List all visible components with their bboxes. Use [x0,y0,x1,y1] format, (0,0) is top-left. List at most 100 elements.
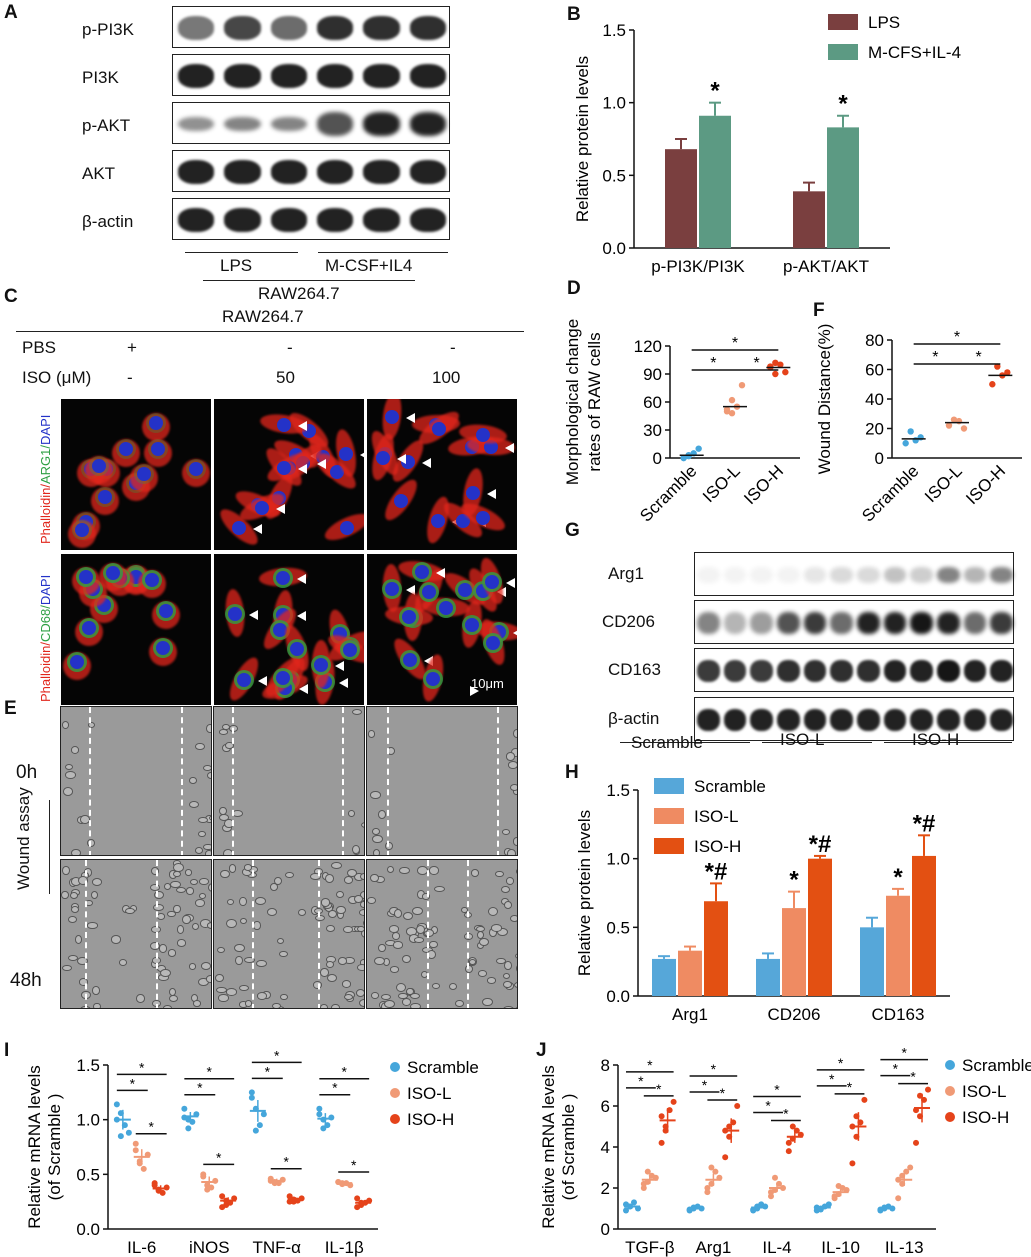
cell-blob [74,935,83,945]
cell-blob [153,903,164,911]
x-tick-label: ISO-L [699,461,744,506]
data-point [907,1164,914,1171]
cell-blob [280,993,289,1001]
arrowhead-marker [334,661,344,672]
data-point [252,1127,259,1134]
bar [886,895,910,996]
cell-blob [487,906,498,916]
cell-blob [507,849,516,855]
blot-band [224,116,261,132]
cell-blob [226,988,238,996]
x-tick-label: TGF-β [625,1238,675,1257]
blot-strip [172,150,450,192]
wound-image [60,706,212,856]
nucleus [276,461,291,476]
blot-row-label: β-actin [608,709,660,728]
arrowhead-marker [359,449,364,460]
arrowhead-marker [505,442,515,453]
blot-row-label: β-actin [82,212,134,231]
sig-star: * [216,1149,222,1165]
blot-row-label: PI3K [82,68,119,87]
cell-blob [277,938,285,945]
nucleus [455,513,470,528]
bar-chart-h: 0.0 0.5 1.0 1.5 Relative protein levels Arg1 *… [575,777,950,1024]
data-point [708,1164,715,1171]
y-tick-label: 20 [865,420,884,439]
blot-row-label: Arg1 [608,564,644,583]
pbs-label: PBS [22,338,57,357]
cell-blob [64,771,76,779]
cell-blob [93,1002,101,1008]
cell-blob [61,890,69,900]
c-header-line [16,331,524,332]
cell-blob [515,1006,517,1008]
data-point [113,1101,120,1108]
sig-star: * [265,1063,271,1079]
cell-blob [149,942,160,951]
data-point [772,370,779,378]
cell-blob [477,970,488,977]
data-point [738,382,746,389]
legend-swatch [390,1062,400,1072]
nucleus [75,522,90,537]
sig-star: * [130,1075,136,1091]
blot-band [777,660,800,682]
blot-band [910,660,933,682]
cell-blob [118,959,128,967]
sig-star: * [702,1077,708,1093]
arrowhead-marker [257,675,267,686]
data-point [256,1122,263,1129]
sig-star: * [351,1157,357,1173]
cell-blob [226,918,237,928]
cell-blob [399,866,410,874]
data-point [881,1204,888,1211]
data-point [785,1139,792,1146]
cell-blob [359,872,364,881]
blot-band [963,612,987,634]
y-axis-label: rates of RAW cells [585,332,604,471]
cell-blob [205,724,211,734]
wound-edge-left [252,860,254,1008]
arrowhead-marker [436,568,446,579]
data-point [835,1182,842,1189]
bar [704,901,728,996]
x-tick-label: p-AKT/AKT [783,257,869,276]
y-tick-label: 80 [865,331,884,350]
cell-blob [62,787,73,797]
nucleus [149,416,164,431]
cell-blob [151,866,160,875]
cell-blob [182,914,191,924]
x-tick-label: IL-6 [127,1238,156,1257]
nucleus [189,461,204,476]
legend-label: ISO-L [962,1082,1006,1101]
bar-chart-b: 0.0 0.5 1.0 1.5 Relative protein levels p-PI3… [573,13,961,276]
cell-blob [198,831,206,838]
bar [860,927,884,996]
cell-blob [401,955,411,964]
cell-blob [355,988,364,997]
data-point [955,417,963,425]
data-point [212,1177,219,1184]
iso-label: ISO (μM) [22,368,92,387]
cell-blob [392,941,404,949]
cell-blob [409,1003,421,1008]
nucleus [393,493,408,508]
data-point [680,454,687,462]
blot-band [723,612,747,634]
blot-band [409,64,446,88]
y-axis-label: (of Scramble ) [559,1094,578,1201]
blot-band [363,112,400,136]
data-point [789,1123,796,1130]
blot-band [178,116,215,132]
blot-band [363,208,400,232]
data-point [316,1105,323,1112]
wound-edge-right [497,707,499,855]
data-point [658,1113,665,1120]
cell-blob [336,905,346,915]
blot-row-label: CD163 [608,660,661,679]
cell-blob [326,973,337,982]
cell-blob [217,946,226,953]
blot-band [777,567,800,583]
cell-blob [173,870,181,878]
panel-label-b: B [567,4,581,25]
